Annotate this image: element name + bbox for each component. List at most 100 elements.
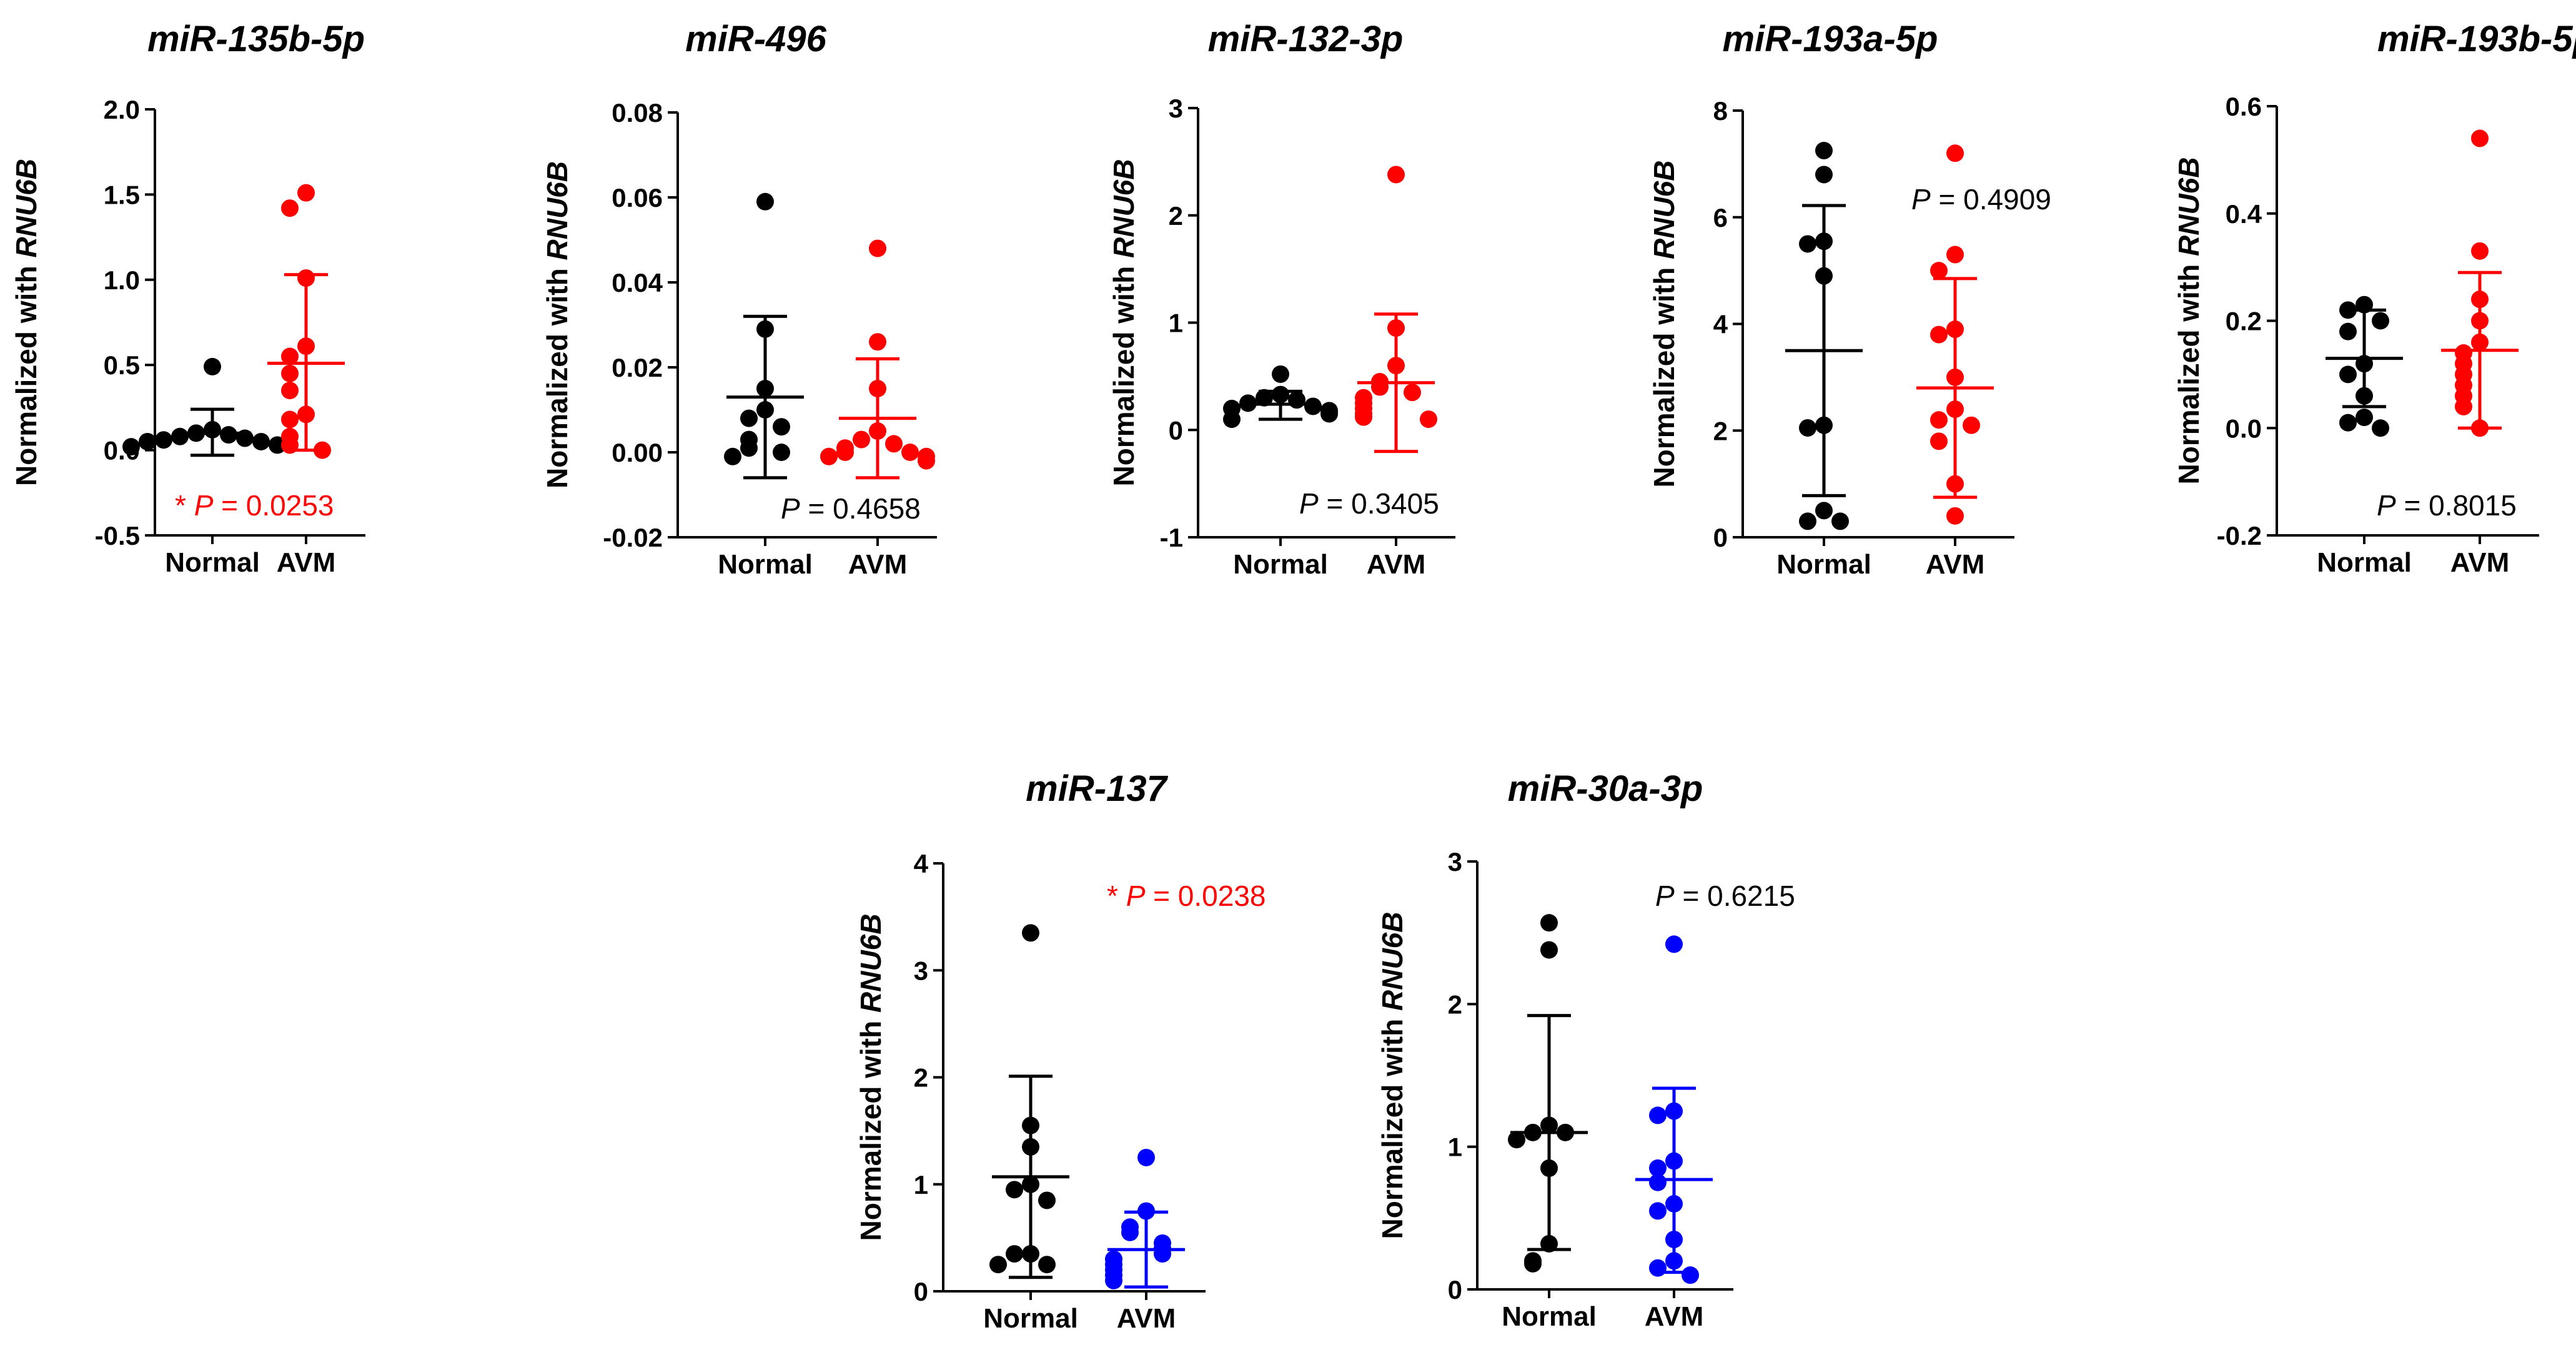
- series-normal: [1785, 142, 1863, 530]
- x-category-label: Normal: [718, 549, 813, 580]
- chart-title: miR-132-3p: [1208, 19, 1404, 59]
- x-category-label: AVM: [1367, 549, 1426, 580]
- y-tick-label: 0.00: [612, 438, 663, 467]
- data-point: [1006, 1181, 1023, 1199]
- data-point: [1154, 1245, 1171, 1263]
- x-category-label: AVM: [1926, 549, 1985, 580]
- y-tick-label: 0: [914, 1277, 928, 1306]
- x-category-label: AVM: [2450, 547, 2510, 578]
- data-point: [1682, 1266, 1699, 1284]
- data-point: [1038, 1256, 1056, 1274]
- x-category-label: AVM: [848, 549, 908, 580]
- data-point: [1649, 1259, 1667, 1277]
- data-point: [1420, 410, 1437, 429]
- data-point: [2339, 365, 2357, 384]
- data-point: [122, 438, 140, 456]
- y-axis-label: Normalized with RNU6B: [1648, 161, 1680, 488]
- y-tick-label: 0: [1169, 415, 1183, 445]
- data-point: [773, 418, 790, 436]
- p-value-annotation: * P = 0.0238: [1107, 880, 1266, 912]
- data-point: [1799, 512, 1816, 530]
- y-tick-label: 2: [914, 1063, 928, 1093]
- y-tick-label: 1: [1169, 309, 1183, 338]
- data-point: [724, 447, 741, 465]
- chart-panel-miR-137: miR-137 0 1 2 3 4 Normal AVM Normalized with RNU…: [855, 768, 1266, 1334]
- chart-panel-miR-132-3p: miR-132-3p -1 0 1 2 3 Normal AVM Normalized with…: [1107, 19, 1455, 580]
- data-point: [1831, 512, 1849, 530]
- data-point: [2471, 242, 2489, 260]
- x-category-label: Normal: [1233, 549, 1328, 580]
- data-point: [1946, 144, 1964, 162]
- data-point: [1665, 935, 1683, 953]
- data-point: [1121, 1223, 1139, 1241]
- y-tick-label: 0.5: [104, 350, 140, 380]
- data-point: [1524, 1254, 1542, 1273]
- data-point: [1038, 1191, 1056, 1209]
- p-value-annotation: * P = 0.0253: [175, 489, 334, 522]
- p-value-annotation: P = 0.6215: [1655, 880, 1795, 912]
- data-point: [171, 427, 189, 445]
- y-tick-label: 0.04: [612, 268, 663, 297]
- y-tick-label: 0.06: [612, 183, 663, 212]
- data-point: [2455, 397, 2472, 415]
- y-tick-label: 4: [1713, 310, 1728, 339]
- chart-title: miR-135b-5p: [147, 19, 365, 59]
- series-normal: [1508, 914, 1588, 1273]
- y-axis-label: Normalized with RNU6B: [10, 159, 42, 486]
- x-category-label: Normal: [1502, 1301, 1597, 1332]
- x-category-label: Normal: [1776, 549, 1871, 580]
- chart-title: miR-193a-5p: [1723, 19, 1938, 59]
- chart-title: miR-30a-3p: [1508, 768, 1703, 809]
- data-point: [756, 192, 774, 211]
- y-axis-label: Normalized with RNU6B: [2172, 157, 2205, 485]
- data-point: [1649, 1202, 1667, 1220]
- data-point: [1288, 391, 1305, 409]
- y-tick-label: 0: [1448, 1275, 1462, 1304]
- series-normal: [1223, 365, 1338, 429]
- p-value-annotation: P = 0.4658: [781, 492, 921, 525]
- chart-panel-miR-193a-5p: miR-193a-5p 0 2 4 6 8 Normal AVM Normalized with…: [1648, 19, 2051, 580]
- y-tick-label: 1.5: [104, 180, 140, 209]
- x-category-label: AVM: [277, 547, 336, 578]
- chart-panel-miR-496: miR-496 -0.02 0.00 0.02 0.04 0.06 0.08 Normal AV…: [541, 19, 937, 580]
- data-point: [2339, 414, 2357, 432]
- series-avm: [820, 239, 935, 480]
- data-point: [1946, 246, 1964, 264]
- data-point: [901, 444, 919, 461]
- series-avm: [1916, 144, 1994, 525]
- series-avm: [2441, 129, 2519, 437]
- data-point: [2471, 129, 2489, 147]
- y-tick-label: 0.4: [2226, 199, 2262, 229]
- data-point: [1508, 1131, 1525, 1149]
- data-point: [1930, 411, 1948, 429]
- data-point: [1799, 419, 1816, 437]
- data-point: [204, 357, 221, 375]
- data-point: [1799, 235, 1816, 253]
- y-tick-label: 3: [1169, 94, 1183, 123]
- data-point: [853, 430, 870, 449]
- y-tick-label: 0.2: [2226, 307, 2262, 336]
- y-axis-label: Normalized with RNU6B: [1376, 912, 1409, 1239]
- data-point: [1815, 142, 1833, 160]
- y-tick-label: 0.08: [612, 98, 663, 127]
- data-point: [220, 426, 237, 444]
- data-point: [297, 184, 315, 202]
- data-point: [1930, 325, 1948, 344]
- y-tick-label: 2: [1448, 990, 1462, 1019]
- chart-title: miR-193b-5p: [2377, 19, 2576, 59]
- series-normal: [2326, 295, 2403, 437]
- chart-title: miR-496: [685, 19, 826, 59]
- data-point: [1105, 1271, 1122, 1289]
- data-point: [1272, 365, 1289, 383]
- y-tick-label: 4: [914, 849, 929, 878]
- data-point: [2356, 409, 2373, 427]
- y-tick-label: 3: [914, 956, 928, 985]
- x-category-label: Normal: [165, 547, 260, 578]
- series-avm: [1105, 1148, 1185, 1289]
- data-point: [1223, 410, 1241, 429]
- y-axis-label: Normalized with RNU6B: [1107, 159, 1140, 487]
- data-point: [2339, 322, 2357, 340]
- data-point: [1404, 384, 1421, 402]
